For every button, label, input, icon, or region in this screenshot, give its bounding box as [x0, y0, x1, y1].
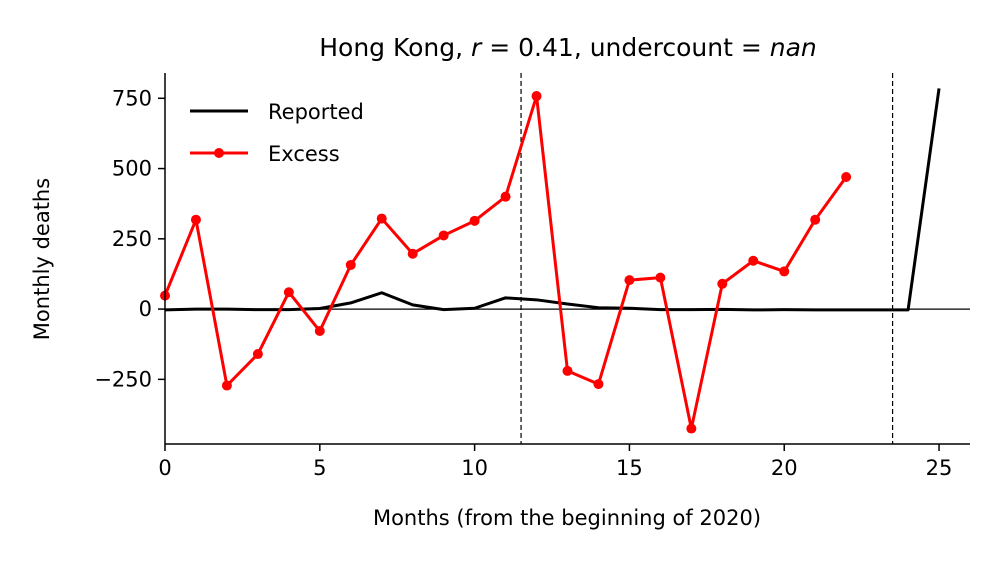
data-point-excess [438, 230, 449, 241]
legend-label-reported: Reported [268, 100, 364, 124]
data-point-excess [221, 380, 232, 391]
data-point-excess [624, 275, 635, 286]
data-point-excess [283, 287, 294, 298]
y-tick-label: 500 [112, 157, 152, 181]
title-part: r [471, 33, 483, 62]
data-point-excess [810, 214, 821, 225]
series-line-reported [164, 88, 941, 312]
x-tick-label: 25 [926, 456, 953, 480]
data-point-excess [252, 349, 263, 360]
legend: Reported Excess [190, 100, 364, 166]
chart-title: Hong Kong, r = 0.41, undercount = nan [319, 33, 817, 62]
data-point-excess [686, 423, 697, 434]
x-tick-label: 10 [461, 456, 488, 480]
data-point-excess [655, 272, 666, 283]
data-point-excess [531, 91, 542, 102]
data-point-excess [779, 266, 790, 277]
x-tick-label: 0 [158, 456, 171, 480]
y-tick-label: −250 [94, 367, 152, 391]
x-axis-label: Months (from the beginning of 2020) [373, 506, 761, 530]
y-tick-label: 250 [112, 227, 152, 251]
data-point-excess [717, 278, 728, 289]
data-point-excess [469, 215, 480, 226]
x-tick-label: 15 [616, 456, 643, 480]
title-part: Hong Kong, [319, 33, 471, 62]
data-point-excess [841, 171, 852, 182]
data-point-excess [562, 365, 573, 376]
plot-area [160, 73, 970, 444]
y-axis-ticks: −250 0 250 500 750 [94, 86, 165, 391]
x-tick-label: 5 [313, 456, 326, 480]
data-point-excess [593, 379, 604, 390]
data-point-excess [190, 214, 201, 225]
y-tick-label: 0 [139, 297, 152, 321]
data-point-excess [407, 248, 418, 259]
data-point-excess [748, 255, 759, 266]
data-point-excess [500, 191, 511, 202]
x-tick-label: 20 [771, 456, 798, 480]
data-point-excess [345, 259, 356, 270]
data-point-excess [376, 213, 387, 224]
data-point-excess [314, 326, 325, 337]
title-part: nan [770, 33, 817, 62]
y-axis-label: Monthly deaths [30, 178, 54, 340]
y-tick-label: 750 [112, 86, 152, 110]
x-axis-ticks: 0 5 10 15 20 25 [158, 444, 952, 480]
legend-marker-excess [214, 148, 224, 158]
legend-label-excess: Excess [268, 142, 340, 166]
title-part: = 0.41, undercount = [481, 33, 769, 62]
